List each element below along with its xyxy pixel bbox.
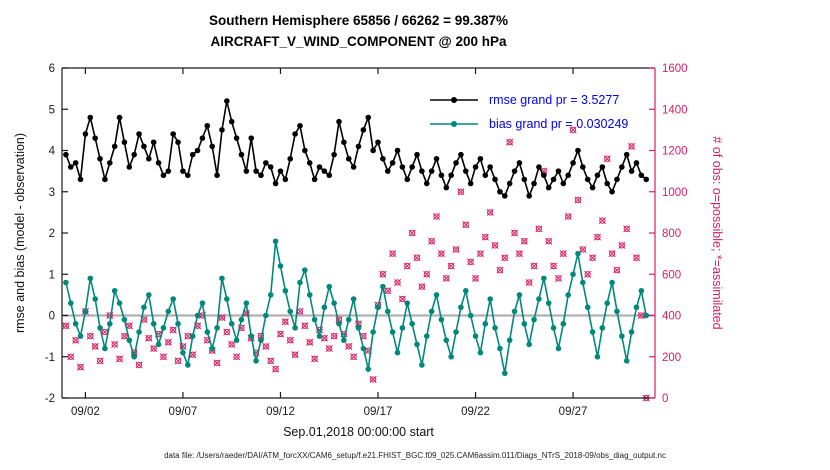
- svg-text:800: 800: [662, 228, 681, 240]
- legend-entry-rmse: rmse grand pr = 3.5277: [428, 88, 628, 112]
- svg-text:09/17: 09/17: [364, 406, 393, 418]
- svg-text:1600: 1600: [662, 63, 688, 75]
- y-axis-label-right: # of obs: o=possible; *=assimilated: [710, 136, 724, 330]
- data-file-caption: data file: /Users/raeder/DAI/ATM_forcXX/…: [164, 451, 666, 460]
- svg-text:3: 3: [49, 187, 55, 199]
- svg-text:09/07: 09/07: [169, 406, 198, 418]
- svg-text:09/27: 09/27: [559, 406, 588, 418]
- svg-text:09/22: 09/22: [461, 406, 490, 418]
- svg-text:4: 4: [49, 146, 56, 158]
- svg-text:09/12: 09/12: [266, 406, 295, 418]
- plot-title: Southern Hemisphere 65856 / 66262 = 99.3…: [62, 10, 655, 52]
- svg-text:1: 1: [49, 269, 55, 281]
- svg-text:2: 2: [49, 228, 55, 240]
- svg-text:200: 200: [662, 352, 681, 364]
- title-line-2: AIRCRAFT_V_WIND_COMPONENT @ 200 hPa: [210, 34, 507, 49]
- x-axis: 09/02 09/07 09/12 09/17 09/22 09/27: [71, 68, 587, 418]
- rmse-series: [63, 98, 650, 199]
- y-axis-label-left: rmse and bias (model - observation): [13, 132, 27, 334]
- svg-text:400: 400: [662, 311, 681, 323]
- obs-count-markers: [62, 126, 650, 402]
- svg-text:-2: -2: [45, 393, 55, 405]
- legend: rmse grand pr = 3.5277 bias grand pr = 0…: [428, 88, 628, 136]
- svg-text:6: 6: [49, 63, 55, 75]
- legend-label-rmse: rmse grand pr = 3.5277: [489, 93, 620, 107]
- svg-text:600: 600: [662, 269, 681, 281]
- rmse-line-sample-icon: [430, 97, 478, 103]
- bias-series: [63, 238, 650, 377]
- y-axis-right: 0 200 400 600 800 1000 1200 1400 1600: [649, 63, 688, 405]
- svg-text:1000: 1000: [662, 187, 688, 199]
- svg-text:09/02: 09/02: [71, 406, 100, 418]
- bias-line-sample-icon: [430, 121, 478, 127]
- svg-text:-1: -1: [45, 352, 55, 364]
- x-axis-label: Sep.01,2018 00:00:00 start: [283, 425, 434, 439]
- legend-entry-bias: bias grand pr = 0.030249: [428, 112, 628, 136]
- svg-text:1400: 1400: [662, 104, 688, 116]
- svg-text:0: 0: [662, 393, 668, 405]
- title-line-1: Southern Hemisphere 65856 / 66262 = 99.3…: [208, 13, 509, 28]
- svg-text:5: 5: [49, 104, 55, 116]
- y-axis-left: -2 -1 0 1 2 3 4 5 6: [45, 63, 68, 405]
- svg-text:1200: 1200: [662, 146, 688, 158]
- legend-label-bias: bias grand pr = 0.030249: [489, 117, 629, 131]
- svg-text:0: 0: [49, 311, 55, 323]
